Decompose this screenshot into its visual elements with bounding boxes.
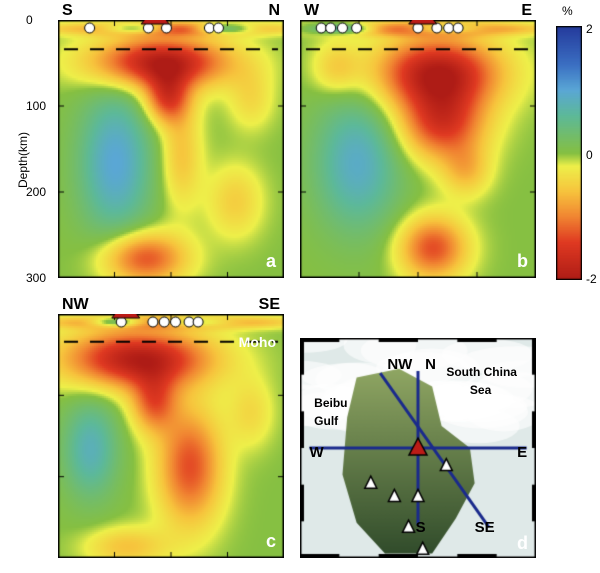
ytick-0: 0: [26, 13, 33, 27]
y-axis-label: Depth(km): [16, 132, 30, 188]
map-label-W: W: [309, 444, 323, 461]
colorbar-title: %: [562, 4, 573, 18]
map-label-S: S: [416, 519, 426, 536]
panel-a-left-label: S: [62, 2, 73, 20]
panel-d: d BeibuGulfSouth ChinaSeaNWNWESSE: [300, 338, 536, 558]
panel-b: W E b: [300, 20, 536, 278]
panel-c-canvas: [58, 314, 284, 558]
map-label-N: N: [425, 356, 436, 373]
panel-b-right-label: E: [521, 2, 532, 20]
colorbar-canvas: [556, 26, 582, 280]
panel-a-letter: a: [266, 251, 276, 272]
map-label-Gulf: Gulf: [314, 414, 338, 428]
panel-c-letter: c: [266, 531, 276, 552]
colorbar: [556, 26, 582, 280]
panel-a-canvas: [58, 20, 284, 278]
panel-b-left-label: W: [304, 2, 319, 20]
panel-b-canvas: [300, 20, 536, 278]
ytick-300: 300: [26, 271, 46, 285]
map-label-Beibu: Beibu: [314, 396, 347, 410]
panel-c-left-label: NW: [62, 296, 89, 314]
panel-b-letter: b: [517, 251, 528, 272]
panel-d-letter: d: [517, 533, 528, 554]
colorbar-tick-top: 2: [586, 22, 593, 36]
panel-a-right-label: N: [268, 2, 280, 20]
map-label-South China: South China: [446, 365, 517, 379]
colorbar-tick-bot: -2: [586, 272, 597, 286]
map-label-SE: SE: [475, 519, 495, 536]
panel-a: S N a: [58, 20, 284, 278]
map-label-E: E: [517, 444, 527, 461]
moho-label: Moho: [239, 334, 276, 350]
ytick-100: 100: [26, 99, 46, 113]
colorbar-tick-mid: 0: [586, 148, 593, 162]
figure: Depth(km) S N a W E b NW SE c Moho d Bei…: [0, 0, 600, 573]
map-label-Sea: Sea: [470, 383, 491, 397]
panel-c: NW SE c Moho: [58, 314, 284, 558]
map-label-NW: NW: [387, 356, 412, 373]
ytick-200: 200: [26, 185, 46, 199]
panel-c-right-label: SE: [259, 296, 280, 314]
